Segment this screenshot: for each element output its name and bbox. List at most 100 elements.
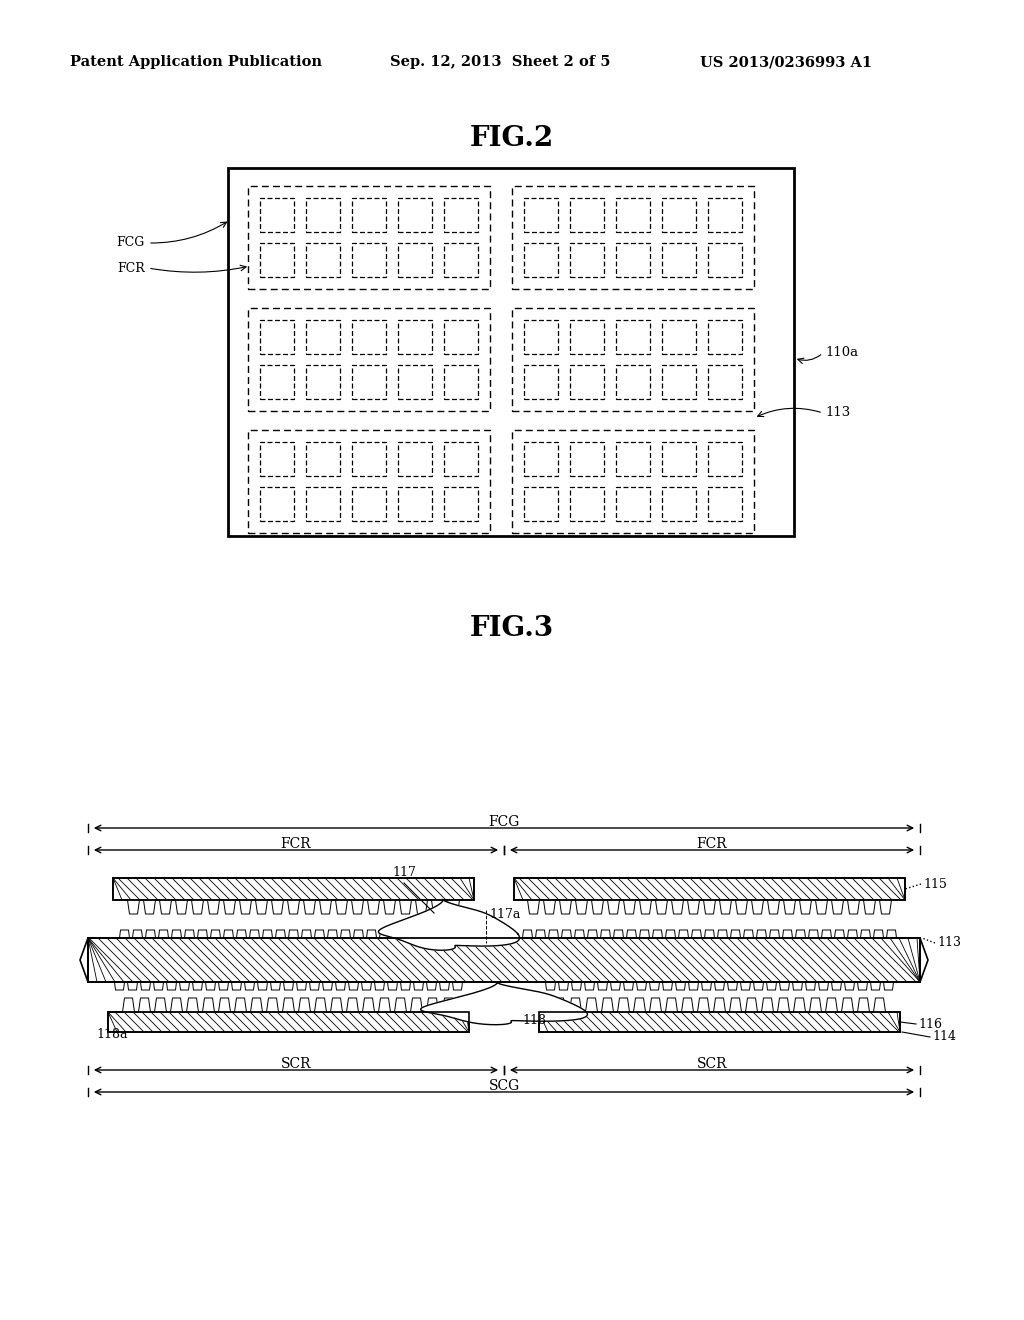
Bar xyxy=(267,449,287,469)
Polygon shape xyxy=(289,931,299,939)
Polygon shape xyxy=(800,900,811,913)
Polygon shape xyxy=(336,982,345,990)
Polygon shape xyxy=(679,931,688,939)
Polygon shape xyxy=(815,900,827,913)
Polygon shape xyxy=(597,982,607,990)
Bar xyxy=(570,243,604,277)
Polygon shape xyxy=(793,982,803,990)
Polygon shape xyxy=(848,931,857,939)
Polygon shape xyxy=(211,931,220,939)
Bar xyxy=(267,251,287,271)
Polygon shape xyxy=(341,931,350,939)
Polygon shape xyxy=(666,998,678,1012)
Polygon shape xyxy=(392,931,402,939)
Polygon shape xyxy=(159,931,169,939)
Bar xyxy=(623,326,643,347)
Bar xyxy=(715,251,735,271)
Bar xyxy=(444,198,478,232)
Polygon shape xyxy=(652,931,663,939)
Bar xyxy=(398,366,432,400)
Bar xyxy=(406,449,425,469)
Polygon shape xyxy=(676,982,685,990)
Polygon shape xyxy=(309,982,319,990)
Bar xyxy=(398,243,432,277)
Bar xyxy=(715,494,735,515)
Polygon shape xyxy=(439,982,450,990)
Polygon shape xyxy=(444,931,455,939)
Polygon shape xyxy=(549,931,558,939)
Bar xyxy=(398,442,432,475)
Bar xyxy=(616,243,650,277)
Polygon shape xyxy=(768,900,779,913)
Polygon shape xyxy=(394,998,407,1012)
Polygon shape xyxy=(237,931,247,939)
Polygon shape xyxy=(688,982,698,990)
Polygon shape xyxy=(414,982,424,990)
Polygon shape xyxy=(782,931,793,939)
Bar xyxy=(306,198,340,232)
Polygon shape xyxy=(666,931,676,939)
Bar xyxy=(260,198,294,232)
Polygon shape xyxy=(752,900,764,913)
Polygon shape xyxy=(270,982,281,990)
Bar xyxy=(708,442,742,475)
Polygon shape xyxy=(729,998,741,1012)
Polygon shape xyxy=(848,900,859,913)
Bar xyxy=(669,326,689,347)
Polygon shape xyxy=(569,998,582,1012)
Polygon shape xyxy=(740,982,751,990)
Bar xyxy=(662,442,696,475)
Polygon shape xyxy=(607,900,620,913)
Bar xyxy=(616,487,650,521)
Polygon shape xyxy=(880,900,892,913)
Polygon shape xyxy=(624,982,634,990)
Text: FCR: FCR xyxy=(281,837,311,851)
Polygon shape xyxy=(331,998,342,1012)
Polygon shape xyxy=(223,900,236,913)
Polygon shape xyxy=(873,931,884,939)
Polygon shape xyxy=(155,998,167,1012)
Polygon shape xyxy=(336,900,347,913)
Polygon shape xyxy=(361,982,372,990)
Bar xyxy=(398,319,432,354)
Bar xyxy=(359,494,379,515)
Polygon shape xyxy=(198,931,208,939)
Bar xyxy=(539,1012,900,1032)
Bar xyxy=(577,494,597,515)
Polygon shape xyxy=(193,982,203,990)
Polygon shape xyxy=(884,982,894,990)
Bar xyxy=(570,366,604,400)
Polygon shape xyxy=(831,900,844,913)
Bar xyxy=(444,366,478,400)
Bar xyxy=(708,366,742,400)
Polygon shape xyxy=(845,982,854,990)
Polygon shape xyxy=(757,931,767,939)
Polygon shape xyxy=(769,931,779,939)
Polygon shape xyxy=(796,931,806,939)
Text: 118a: 118a xyxy=(96,1028,128,1041)
Polygon shape xyxy=(319,900,332,913)
Polygon shape xyxy=(527,900,540,913)
Polygon shape xyxy=(873,998,886,1012)
Bar xyxy=(451,326,471,347)
Text: SCG: SCG xyxy=(488,1078,519,1093)
Bar xyxy=(524,243,558,277)
Polygon shape xyxy=(375,982,384,990)
Polygon shape xyxy=(353,931,364,939)
Bar xyxy=(248,308,490,411)
Polygon shape xyxy=(299,998,310,1012)
Polygon shape xyxy=(283,998,295,1012)
Bar xyxy=(406,326,425,347)
Bar xyxy=(531,494,551,515)
Polygon shape xyxy=(720,900,731,913)
Polygon shape xyxy=(624,900,636,913)
Polygon shape xyxy=(191,900,204,913)
Polygon shape xyxy=(297,982,306,990)
Polygon shape xyxy=(231,982,242,990)
Polygon shape xyxy=(288,900,299,913)
Text: FCR: FCR xyxy=(696,837,727,851)
Polygon shape xyxy=(857,982,867,990)
Bar xyxy=(715,449,735,469)
Polygon shape xyxy=(453,982,463,990)
Bar xyxy=(313,251,333,271)
